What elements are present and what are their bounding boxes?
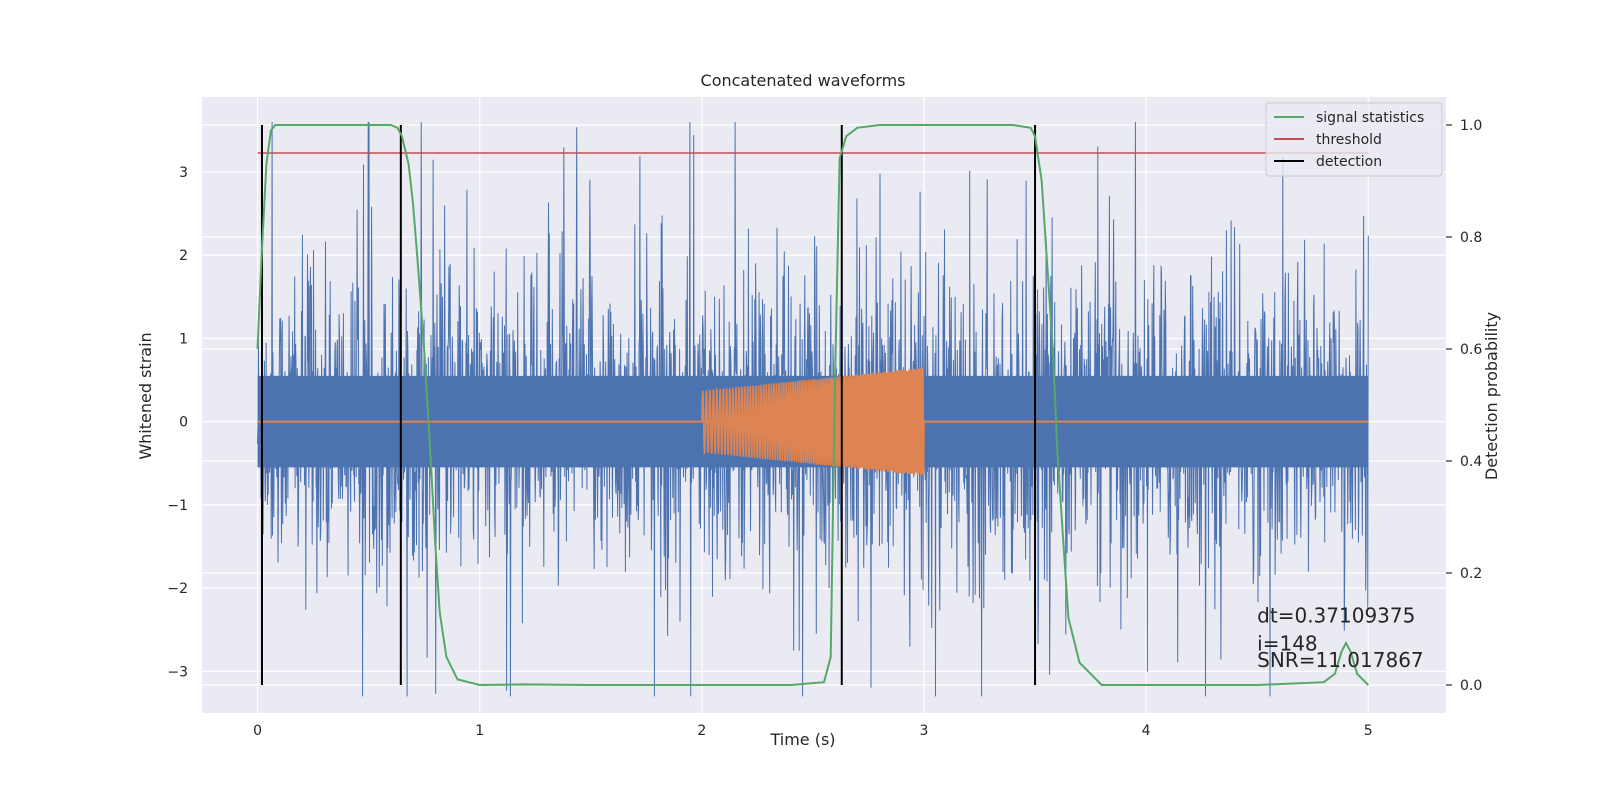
annotation-text: i=148 <box>1257 631 1318 655</box>
x-tick-label: 3 <box>920 723 929 739</box>
right-axis-ticks: 0.0 0.2 0.4 0.6 0.8 1.0 <box>1446 118 1482 694</box>
legend-box <box>1265 102 1443 177</box>
x-tick-label: 2 <box>697 723 706 739</box>
x-axis-ticks: 0 1 2 3 4 5 <box>253 723 1373 739</box>
legend: signal statistics threshold detection <box>1265 102 1443 177</box>
right-tick-label: 0.8 <box>1460 230 1482 246</box>
annotation-text: SNR=11.017867 <box>1257 648 1423 672</box>
left-tick-label: −1 <box>167 498 188 514</box>
left-axis-label: Whitened strain <box>136 332 155 459</box>
legend-label: detection <box>1316 154 1382 170</box>
series-template-chirp <box>701 367 925 476</box>
x-tick-label: 0 <box>253 723 262 739</box>
right-tick-label: 0.2 <box>1460 566 1482 582</box>
series-layer <box>256 121 1370 697</box>
legend-label: threshold <box>1316 132 1382 148</box>
left-axis-ticks: −3 −2 −1 0 1 2 3 <box>167 165 188 680</box>
chart-title: Concatenated waveforms <box>701 71 906 90</box>
left-tick-label: 3 <box>179 165 188 181</box>
left-tick-label: −3 <box>167 664 188 680</box>
right-tick-label: 0.0 <box>1460 678 1482 694</box>
left-tick-label: 1 <box>179 331 188 347</box>
right-axis-label: Detection probability <box>1482 312 1501 480</box>
right-tick-label: 0.6 <box>1460 342 1482 358</box>
annotation-text: dt=0.37109375 <box>1257 603 1415 627</box>
left-tick-label: 2 <box>179 248 188 264</box>
right-tick-label: 0.4 <box>1460 454 1482 470</box>
left-tick-label: −2 <box>167 581 188 597</box>
x-tick-label: 5 <box>1364 723 1373 739</box>
series-detection <box>260 125 1037 685</box>
right-tick-label: 1.0 <box>1460 118 1482 134</box>
series-signal-statistics <box>256 124 1370 687</box>
x-tick-label: 1 <box>475 723 484 739</box>
legend-label: signal statistics <box>1316 110 1424 126</box>
x-tick-label: 4 <box>1142 723 1151 739</box>
left-tick-label: 0 <box>179 415 188 431</box>
x-axis-label: Time (s) <box>769 730 835 749</box>
